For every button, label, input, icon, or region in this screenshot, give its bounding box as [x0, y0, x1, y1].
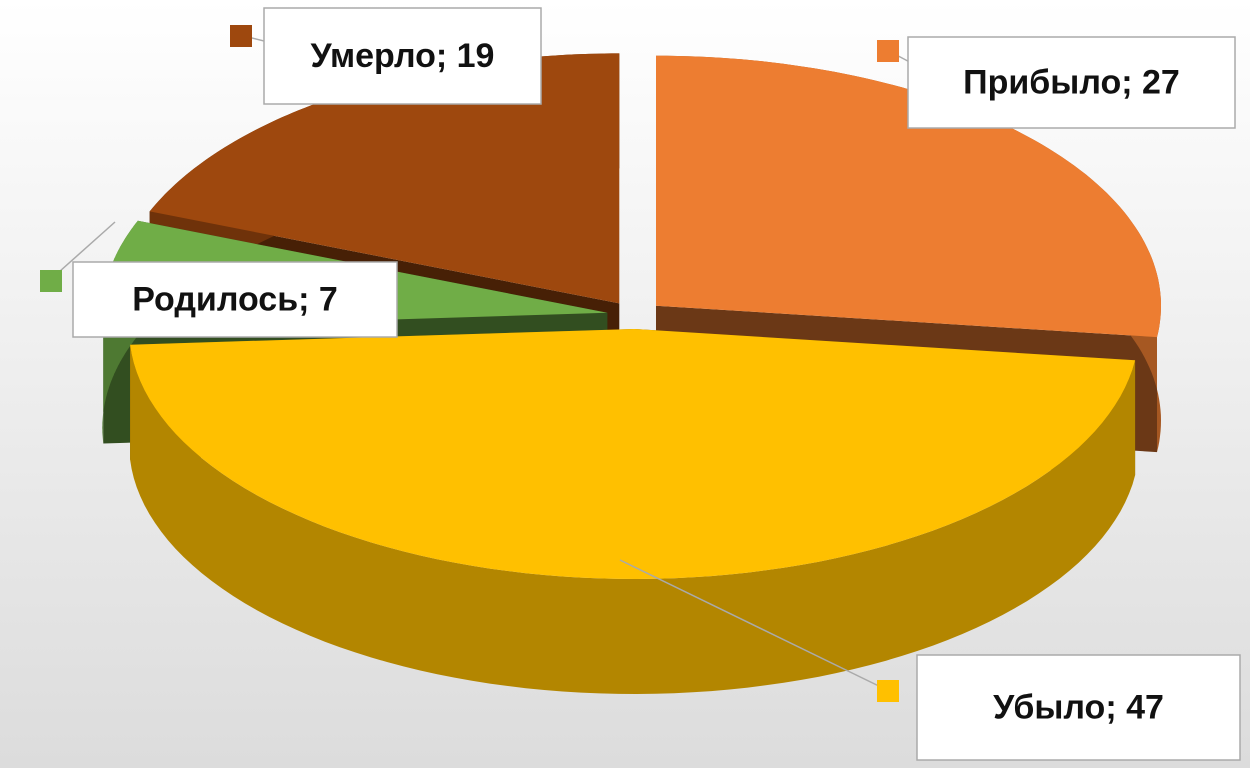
legend-marker	[877, 680, 899, 702]
leader-line	[619, 559, 888, 691]
label-box	[72, 261, 398, 338]
slice-side	[130, 344, 1136, 694]
label-box	[907, 36, 1236, 129]
legend-marker	[230, 25, 252, 47]
data-label: Умерло; 19	[311, 37, 495, 75]
label-box	[263, 7, 542, 105]
slice-top	[149, 53, 620, 304]
data-label: Убыло; 47	[993, 688, 1164, 726]
labels: Прибыло; 27 Убыло; 47 Родилось; 7 Умерло; 1…	[40, 7, 1241, 761]
data-label: Родилось; 7	[132, 280, 338, 318]
label-box	[916, 654, 1241, 761]
legend-marker	[877, 40, 899, 62]
slice-top	[130, 329, 1136, 579]
slice-top	[656, 55, 1161, 338]
data-label: Прибыло; 27	[963, 63, 1180, 101]
legend-marker	[40, 270, 62, 292]
